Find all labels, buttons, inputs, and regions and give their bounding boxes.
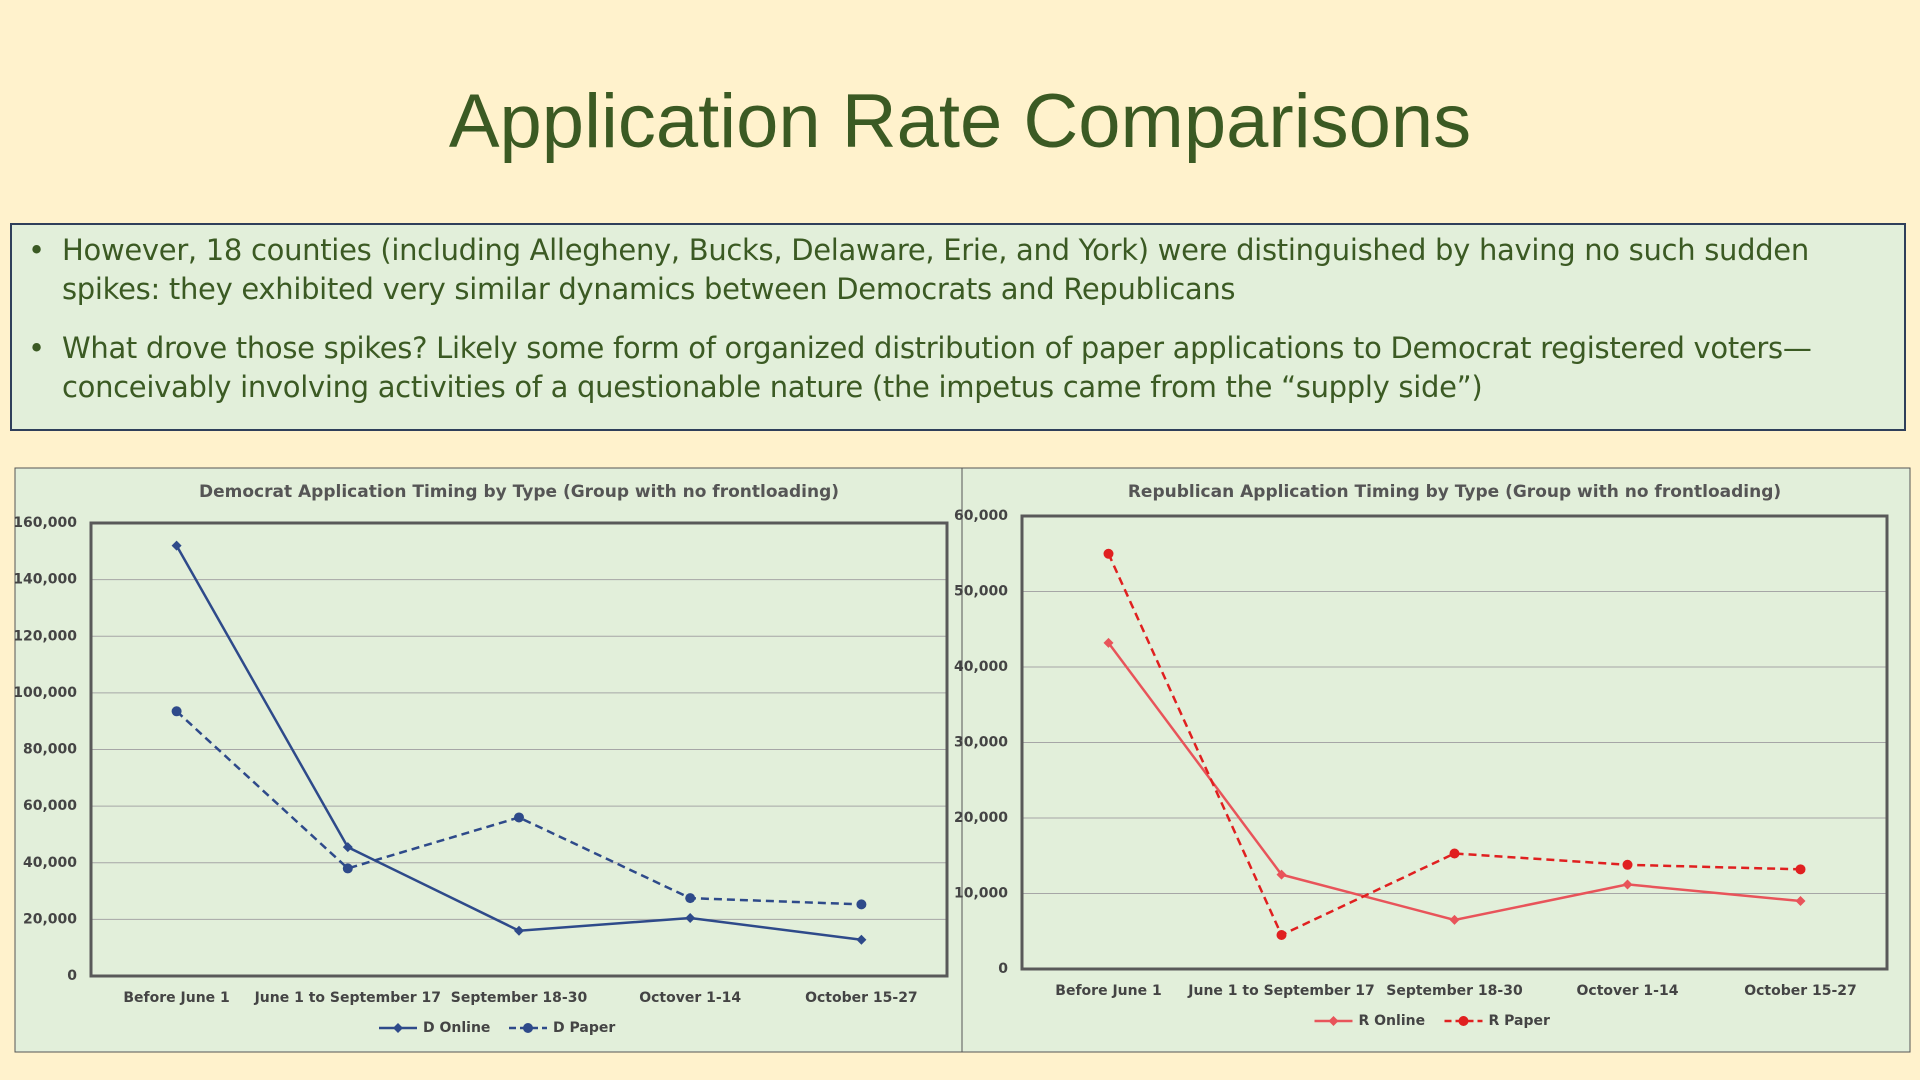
y-tick-label: 80,000	[23, 742, 77, 758]
y-tick-label: 120,000	[13, 628, 77, 644]
plot-area	[89, 521, 949, 978]
bullet-list: However, 18 counties (including Alleghen…	[28, 231, 1864, 407]
legend-marker	[393, 1023, 403, 1033]
x-tick-label: September 18-30	[451, 990, 588, 1006]
marker	[514, 812, 524, 823]
x-tick-label: October 15-27	[805, 990, 918, 1006]
marker	[342, 863, 353, 874]
y-tick-label: 40,000	[23, 855, 77, 871]
y-tick-label: 20,000	[954, 810, 1008, 826]
slide-title: Application Rate Comparisons	[448, 79, 1472, 164]
y-tick-label: 50,000	[954, 584, 1008, 600]
legend-marker	[1328, 1016, 1339, 1026]
marker	[342, 842, 353, 853]
marker	[1449, 848, 1460, 859]
y-tick-label: 160,000	[13, 515, 77, 531]
legend-marker	[523, 1023, 533, 1033]
legend-label: D Online	[423, 1020, 490, 1036]
marker	[171, 540, 182, 551]
series-line	[175, 710, 862, 906]
chart-title: Democrat Application Timing by Type (Gro…	[199, 482, 839, 502]
marker	[685, 893, 696, 904]
x-tick-label: Before June 1	[1055, 983, 1161, 999]
x-tick-label: Octover 1-14	[639, 990, 741, 1006]
legend-marker	[1458, 1016, 1469, 1026]
chart-panel	[961, 467, 1911, 1053]
x-tick-label: Octover 1-14	[1577, 983, 1679, 999]
y-tick-label: 20,000	[23, 911, 77, 927]
y-tick-label: 40,000	[954, 659, 1008, 675]
marker	[685, 912, 696, 923]
x-tick-label: Before June 1	[123, 990, 229, 1006]
x-tick-label: June 1 to September 17	[1187, 983, 1374, 999]
y-tick-label: 10,000	[954, 886, 1008, 902]
legend-label: R Online	[1359, 1013, 1426, 1029]
marker	[1795, 896, 1806, 907]
plot-area	[1020, 514, 1889, 971]
text-box: However, 18 counties (including Alleghen…	[10, 223, 1906, 431]
marker	[1103, 637, 1114, 648]
x-tick-label: June 1 to September 17	[254, 990, 441, 1006]
marker	[856, 934, 867, 945]
y-tick-label: 60,000	[954, 508, 1008, 524]
y-tick-label: 0	[67, 968, 77, 984]
marker	[1276, 869, 1287, 880]
x-tick-label: September 18-30	[1386, 983, 1523, 999]
bullet: What drove those spikes? Likely some for…	[28, 329, 1864, 407]
marker	[1622, 879, 1633, 890]
chart-title: Republican Application Timing by Type (G…	[1128, 482, 1781, 502]
marker	[1622, 859, 1633, 870]
y-tick-label: 100,000	[13, 685, 77, 701]
chart-panel	[14, 467, 963, 1053]
marker	[171, 706, 182, 717]
marker	[1795, 864, 1806, 875]
marker	[514, 925, 524, 936]
legend-label: R Paper	[1489, 1013, 1551, 1029]
y-tick-label: 0	[998, 961, 1008, 977]
marker	[1449, 914, 1460, 925]
y-tick-label: 30,000	[954, 735, 1008, 751]
x-tick-label: October 15-27	[1744, 983, 1857, 999]
marker	[1276, 930, 1287, 941]
legend-label: D Paper	[553, 1020, 615, 1036]
bullet: However, 18 counties (including Alleghen…	[28, 231, 1864, 309]
series-line	[1107, 553, 1801, 937]
y-tick-label: 60,000	[23, 798, 77, 814]
y-tick-label: 140,000	[13, 572, 77, 588]
marker	[1103, 548, 1114, 559]
marker	[856, 899, 867, 910]
